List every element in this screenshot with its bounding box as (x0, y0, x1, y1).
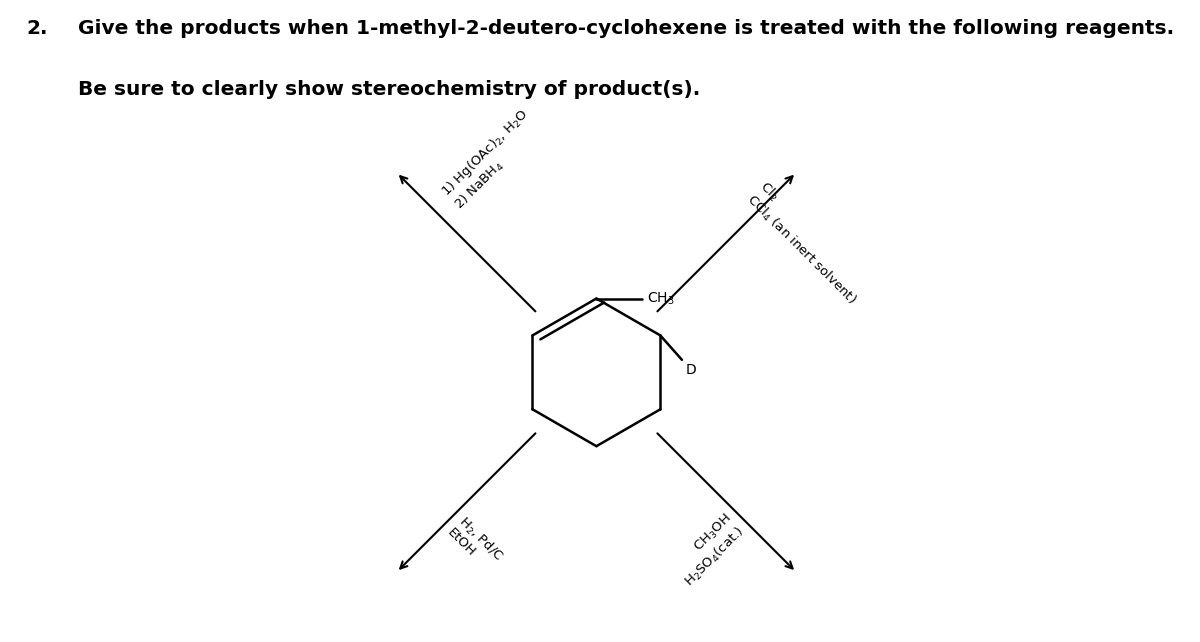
Text: Cl$_2$
CCl$_4$ (an inert solvent): Cl$_2$ CCl$_4$ (an inert solvent) (743, 179, 871, 308)
Text: D: D (685, 363, 696, 377)
Text: Be sure to clearly show stereochemistry of product(s).: Be sure to clearly show stereochemistry … (78, 80, 701, 100)
Text: 2.: 2. (26, 19, 48, 39)
Text: Give the products when 1-methyl-2-deutero-cyclohexene is treated with the follow: Give the products when 1-methyl-2-deuter… (78, 19, 1174, 39)
Text: 1) Hg(OAc)$_2$, H$_2$O
2) NaBH$_4$: 1) Hg(OAc)$_2$, H$_2$O 2) NaBH$_4$ (438, 106, 545, 213)
Text: CH$_3$OH
H$_2$SO$_4$(cat.): CH$_3$OH H$_2$SO$_4$(cat.) (670, 512, 749, 591)
Text: H$_2$, Pd/C
EtOH: H$_2$, Pd/C EtOH (444, 514, 506, 575)
Text: CH$_3$: CH$_3$ (647, 290, 674, 307)
